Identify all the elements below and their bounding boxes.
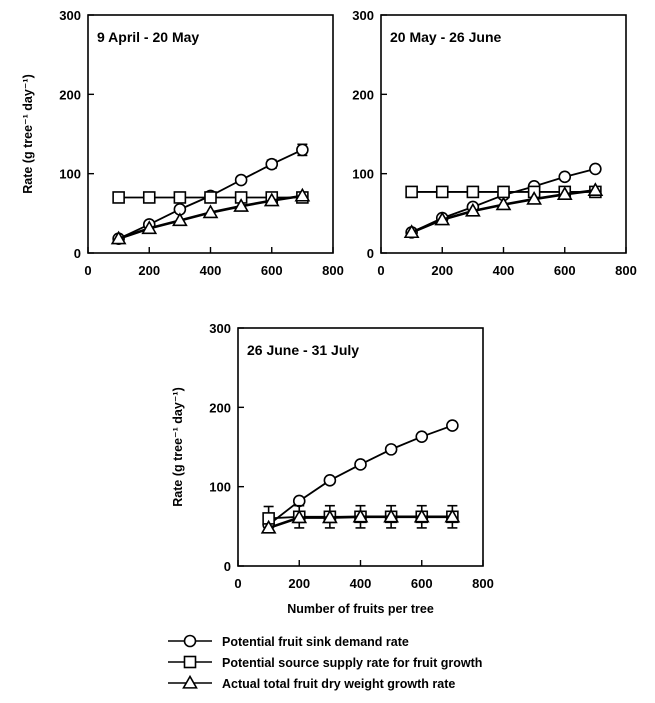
chart-panel-2: 0 200 400 600 800 0 100 200 300 20 May - 26 June	[352, 8, 637, 278]
data-point-triangle	[587, 182, 604, 197]
data-point-circle	[558, 170, 572, 184]
y-tick-label: 200	[209, 400, 231, 415]
x-tick-label: 400	[200, 263, 222, 278]
plot-frame	[237, 327, 484, 567]
x-tick-label: 0	[377, 263, 384, 278]
x-tick-label: 200	[288, 576, 310, 591]
x-axis-title: Number of fruits per tree	[287, 602, 434, 616]
data-point-triangle	[233, 198, 250, 212]
legend-marker-circle	[183, 634, 197, 648]
data-point-circle	[446, 419, 459, 432]
data-point-triangle	[291, 509, 308, 524]
data-point-triangle	[444, 508, 461, 523]
data-point-triangle	[556, 186, 573, 200]
y-axis-title: Rate (g tree⁻¹ day⁻¹)	[171, 387, 185, 506]
data-point-triangle	[110, 230, 127, 245]
series-square	[112, 191, 309, 204]
data-point-triangle	[495, 196, 512, 211]
data-point-square	[497, 185, 510, 199]
panel-title: 9 April - 20 May	[97, 29, 199, 45]
data-point-triangle	[202, 204, 219, 219]
data-point-triangle	[464, 202, 481, 217]
data-point-triangle	[321, 509, 338, 524]
x-tick-label: 800	[615, 263, 637, 278]
y-tick-label: 0	[74, 246, 81, 261]
data-point-circle	[415, 430, 429, 443]
x-tick-label: 200	[431, 263, 453, 278]
data-point-square	[112, 191, 125, 204]
y-tick-label: 100	[59, 167, 81, 182]
y-tick-label: 300	[352, 8, 374, 23]
data-point-square	[142, 191, 156, 204]
data-point-triangle	[352, 508, 369, 523]
y-tick-label: 100	[209, 480, 231, 495]
data-point-circle	[292, 494, 306, 508]
chart-panel-1: 0 200 400 600 800 0 100 200 300 9 April - 20 May R…	[21, 8, 344, 278]
chart-panel-3: 0 200 400 600 800 0 100 200 300 26 June - 31 July…	[171, 321, 494, 616]
legend-marker-square	[183, 655, 197, 669]
x-tick-label: 800	[322, 263, 344, 278]
data-point-triangle	[171, 212, 188, 227]
legend-label: Actual total fruit dry weight growth rat…	[222, 677, 455, 691]
data-point-triangle	[434, 211, 451, 226]
y-tick-label: 300	[209, 321, 231, 336]
x-tick-label: 600	[261, 263, 283, 278]
data-point-triangle	[526, 190, 543, 205]
data-point-triangle	[260, 519, 277, 534]
x-tick-label: 400	[350, 576, 372, 591]
legend-item-triangle: Actual total fruit dry weight growth rat…	[168, 674, 455, 691]
data-point-square	[173, 191, 187, 204]
series-square	[405, 185, 602, 199]
data-point-square	[435, 185, 449, 199]
y-tick-label: 0	[367, 246, 374, 261]
data-point-square	[405, 185, 418, 199]
y-tick-label: 300	[59, 8, 81, 23]
data-point-circle	[323, 474, 337, 487]
legend-marker-triangle	[182, 674, 198, 689]
data-point-triangle	[263, 192, 280, 207]
legend-item-square: Potential source supply rate for fruit g…	[168, 655, 482, 670]
x-tick-label: 0	[84, 263, 91, 278]
series-triangle	[110, 187, 311, 245]
data-point-triangle	[141, 220, 158, 235]
data-point-triangle	[413, 508, 430, 523]
legend: Potential fruit sink demand rate Potentia…	[168, 634, 482, 691]
series-triangle	[260, 508, 461, 534]
x-tick-label: 600	[411, 576, 433, 591]
data-point-square	[466, 185, 480, 199]
legend-label: Potential fruit sink demand rate	[222, 635, 409, 649]
data-point-circle	[296, 143, 309, 157]
x-tick-label: 400	[493, 263, 515, 278]
y-axis-title: Rate (g tree⁻¹ day⁻¹)	[21, 74, 35, 193]
data-point-circle	[354, 458, 367, 471]
x-tick-label: 600	[554, 263, 576, 278]
y-tick-label: 0	[224, 559, 231, 574]
data-point-triangle	[403, 224, 420, 239]
panel-title: 26 June - 31 July	[247, 342, 359, 358]
plot-frame	[380, 14, 627, 254]
data-point-triangle	[294, 187, 311, 202]
y-tick-label: 200	[352, 87, 374, 102]
data-point-circle	[589, 162, 602, 176]
data-point-square	[204, 191, 217, 204]
data-point-circle	[265, 157, 279, 171]
legend-label: Potential source supply rate for fruit g…	[222, 656, 482, 670]
legend-item-circle: Potential fruit sink demand rate	[168, 634, 409, 649]
y-tick-label: 100	[352, 167, 374, 182]
panel-title: 20 May - 26 June	[390, 29, 501, 45]
data-point-circle	[234, 173, 248, 187]
series-circle	[262, 419, 459, 532]
x-tick-label: 800	[472, 576, 494, 591]
data-point-circle	[384, 443, 398, 456]
y-tick-label: 200	[59, 87, 81, 102]
series-triangle	[403, 182, 604, 239]
x-tick-label: 200	[138, 263, 160, 278]
x-tick-label: 0	[234, 576, 241, 591]
data-point-triangle	[383, 508, 400, 523]
